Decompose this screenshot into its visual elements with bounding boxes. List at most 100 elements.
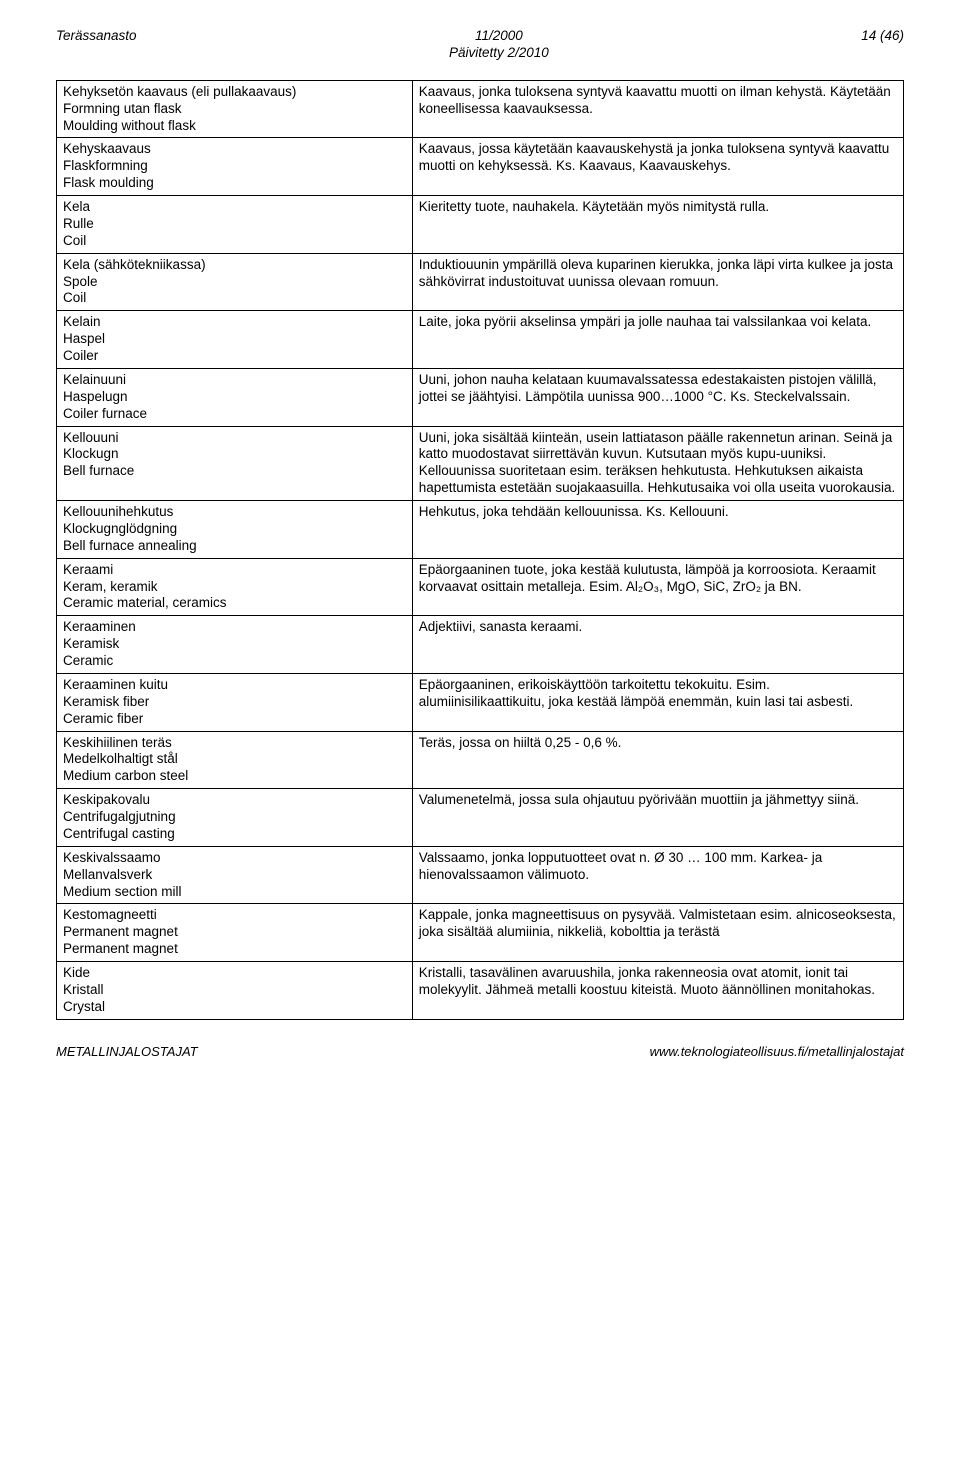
term-line: Coil <box>63 290 406 307</box>
term-line: Kelain <box>63 314 406 331</box>
term-line: Bell furnace annealing <box>63 538 406 555</box>
term-line: Crystal <box>63 999 406 1016</box>
term-line: Spole <box>63 274 406 291</box>
term-line: Formning utan flask <box>63 101 406 118</box>
term-cell: KehyskaavausFlaskformningFlask moulding <box>57 138 413 196</box>
term-cell: KeskivalssaamoMellanvalsverkMedium secti… <box>57 846 413 904</box>
term-cell: KeraaminenKeramiskCeramic <box>57 616 413 674</box>
table-row: Kehyksetön kaavaus (eli pullakaavaus)For… <box>57 80 904 138</box>
term-line: Bell furnace <box>63 463 406 480</box>
table-row: KideKristallCrystalKristalli, tasaväline… <box>57 962 904 1020</box>
definition-cell: Uuni, johon nauha kelataan kuumavalssate… <box>412 368 903 426</box>
term-cell: KideKristallCrystal <box>57 962 413 1020</box>
term-line: Keramisk fiber <box>63 694 406 711</box>
term-line: Ceramic material, ceramics <box>63 595 406 612</box>
header-center: 11/2000 Päivitetty 2/2010 <box>449 28 549 62</box>
term-line: Kellouunihehkutus <box>63 504 406 521</box>
table-row: KeraaminenKeramiskCeramicAdjektiivi, san… <box>57 616 904 674</box>
table-row: KelaRulleCoilKieritetty tuote, nauhakela… <box>57 196 904 254</box>
definition-cell: Hehkutus, joka tehdään kellouunissa. Ks.… <box>412 501 903 559</box>
term-line: Keraami <box>63 562 406 579</box>
footer-right: www.teknologiateollisuus.fi/metallinjalo… <box>650 1044 904 1060</box>
table-row: KeraamiKeram, keramikCeramic material, c… <box>57 558 904 616</box>
term-line: Keskivalssaamo <box>63 850 406 867</box>
term-line: Kelainuuni <box>63 372 406 389</box>
definition-cell: Kaavaus, jossa käytetään kaavauskehystä … <box>412 138 903 196</box>
term-line: Centrifugalgjutning <box>63 809 406 826</box>
term-line: Keram, keramik <box>63 579 406 596</box>
term-line: Moulding without flask <box>63 118 406 135</box>
term-cell: KelainuuniHaspelugnCoiler furnace <box>57 368 413 426</box>
table-row: Kela (sähkötekniikassa)SpoleCoilInduktio… <box>57 253 904 311</box>
term-line: Keraaminen <box>63 619 406 636</box>
definition-cell: Kaavaus, jonka tuloksena syntyvä kaavatt… <box>412 80 903 138</box>
table-row: KeskipakovaluCentrifugalgjutningCentrifu… <box>57 789 904 847</box>
term-line: Kela <box>63 199 406 216</box>
footer-left: METALLINJALOSTAJAT <box>56 1044 198 1060</box>
term-line: Kestomagneetti <box>63 907 406 924</box>
definition-cell: Valssaamo, jonka lopputuotteet ovat n. Ø… <box>412 846 903 904</box>
header-updated: Päivitetty 2/2010 <box>449 45 549 60</box>
term-line: Medium carbon steel <box>63 768 406 785</box>
term-line: Coiler <box>63 348 406 365</box>
term-line: Kide <box>63 965 406 982</box>
term-line: Kristall <box>63 982 406 999</box>
term-line: Keramisk <box>63 636 406 653</box>
header-date: 11/2000 <box>475 28 523 43</box>
term-cell: KestomagneettiPermanent magnetPermanent … <box>57 904 413 962</box>
term-line: Haspelugn <box>63 389 406 406</box>
header-page-number: 14 (46) <box>861 28 904 62</box>
definition-cell: Kieritetty tuote, nauhakela. Käytetään m… <box>412 196 903 254</box>
table-row: KeskivalssaamoMellanvalsverkMedium secti… <box>57 846 904 904</box>
term-line: Rulle <box>63 216 406 233</box>
definition-cell: Teräs, jossa on hiiltä 0,25 - 0,6 %. <box>412 731 903 789</box>
term-cell: KelaRulleCoil <box>57 196 413 254</box>
table-row: Keskihiilinen teräsMedelkolhaltigt stålM… <box>57 731 904 789</box>
table-row: Keraaminen kuituKeramisk fiberCeramic fi… <box>57 673 904 731</box>
term-line: Medelkolhaltigt stål <box>63 751 406 768</box>
term-cell: Keskihiilinen teräsMedelkolhaltigt stålM… <box>57 731 413 789</box>
term-cell: KellouunihehkutusKlockugnglödgningBell f… <box>57 501 413 559</box>
term-line: Medium section mill <box>63 884 406 901</box>
term-line: Mellanvalsverk <box>63 867 406 884</box>
term-cell: Kela (sähkötekniikassa)SpoleCoil <box>57 253 413 311</box>
table-row: KelainuuniHaspelugnCoiler furnaceUuni, j… <box>57 368 904 426</box>
term-line: Klockugn <box>63 446 406 463</box>
term-cell: KeraamiKeram, keramikCeramic material, c… <box>57 558 413 616</box>
definition-cell: Valumenetelmä, jossa sula ohjautuu pyöri… <box>412 789 903 847</box>
term-line: Flask moulding <box>63 175 406 192</box>
term-cell: Kehyksetön kaavaus (eli pullakaavaus)For… <box>57 80 413 138</box>
header-left: Terässanasto <box>56 28 137 62</box>
term-line: Permanent magnet <box>63 924 406 941</box>
term-cell: KellouuniKlockugnBell furnace <box>57 426 413 501</box>
table-row: KellouunihehkutusKlockugnglödgningBell f… <box>57 501 904 559</box>
definition-cell: Induktiouunin ympärillä oleva kuparinen … <box>412 253 903 311</box>
definition-cell: Laite, joka pyörii akselinsa ympäri ja j… <box>412 311 903 369</box>
term-line: Kehyksetön kaavaus (eli pullakaavaus) <box>63 84 406 101</box>
page-header: Terässanasto 11/2000 Päivitetty 2/2010 1… <box>56 28 904 62</box>
table-row: KestomagneettiPermanent magnetPermanent … <box>57 904 904 962</box>
definition-cell: Kappale, jonka magneettisuus on pysyvää.… <box>412 904 903 962</box>
term-line: Keraaminen kuitu <box>63 677 406 694</box>
term-line: Kellouuni <box>63 430 406 447</box>
term-line: Centrifugal casting <box>63 826 406 843</box>
term-cell: KelainHaspelCoiler <box>57 311 413 369</box>
term-line: Coiler furnace <box>63 406 406 423</box>
term-line: Keskipakovalu <box>63 792 406 809</box>
term-line: Klockugnglödgning <box>63 521 406 538</box>
term-line: Keskihiilinen teräs <box>63 735 406 752</box>
definition-cell: Epäorgaaninen tuote, joka kestää kulutus… <box>412 558 903 616</box>
term-line: Flaskformning <box>63 158 406 175</box>
term-line: Haspel <box>63 331 406 348</box>
table-row: KellouuniKlockugnBell furnaceUuni, joka … <box>57 426 904 501</box>
term-line: Ceramic <box>63 653 406 670</box>
definition-cell: Uuni, joka sisältää kiinteän, usein latt… <box>412 426 903 501</box>
definition-cell: Epäorgaaninen, erikoiskäyttöön tarkoitet… <box>412 673 903 731</box>
page-footer: METALLINJALOSTAJAT www.teknologiateollis… <box>56 1044 904 1060</box>
term-cell: Keraaminen kuituKeramisk fiberCeramic fi… <box>57 673 413 731</box>
definition-cell: Adjektiivi, sanasta keraami. <box>412 616 903 674</box>
term-cell: KeskipakovaluCentrifugalgjutningCentrifu… <box>57 789 413 847</box>
term-line: Permanent magnet <box>63 941 406 958</box>
term-line: Ceramic fiber <box>63 711 406 728</box>
term-line: Kehyskaavaus <box>63 141 406 158</box>
